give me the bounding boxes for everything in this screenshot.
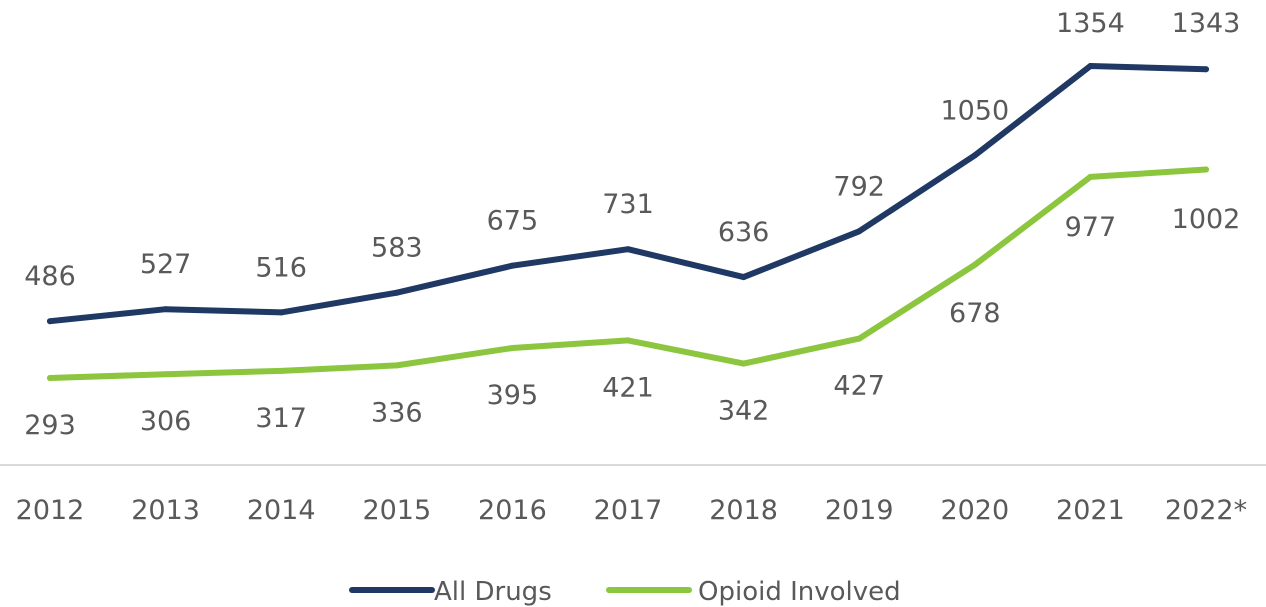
legend: All Drugs Opioid Involved [349,577,901,607]
data-label-opioid-involved-2014: 317 [255,403,307,434]
legend-label-all-drugs: All Drugs [434,577,552,607]
data-point-opioid-involved-2012 [47,375,53,381]
data-point-opioid-involved-2013 [162,371,169,378]
data-label-all-drugs-2019: 792 [833,171,885,202]
data-point-all-drugs-2021 [1087,63,1094,69]
data-point-all-drugs-2022 [1203,66,1209,73]
data-label-opioid-involved-2022: 1002 [1172,204,1241,235]
x-tick-label-2012: 2012 [16,495,85,526]
data-point-all-drugs-2016 [509,262,516,269]
data-label-opioid-involved-2012: 293 [24,410,76,441]
x-tick-label-2014: 2014 [247,495,316,526]
data-point-opioid-involved-2020 [971,261,978,268]
data-label-all-drugs-2021: 1354 [1056,8,1125,39]
data-point-opioid-involved-2018 [740,360,747,367]
data-label-layer: 486 527 516 583 675 731 636 792 1050 1354 1343 293 3… [24,8,1240,441]
data-label-opioid-involved-2015: 336 [371,397,423,428]
x-tick-layer: 2012 2013 2014 2015 2016 2017 2018 2019 2020 2021… [16,495,1247,526]
x-tick-label-2017: 2017 [594,495,663,526]
data-label-opioid-involved-2019: 427 [833,371,885,402]
legend-label-opioid-involved: Opioid Involved [698,577,901,607]
data-label-all-drugs-2022: 1343 [1172,8,1241,39]
x-tick-label-2022: 2022* [1165,495,1247,526]
series-layer [47,63,1209,381]
data-label-opioid-involved-2017: 421 [602,372,654,403]
data-point-opioid-involved-2015 [393,362,400,369]
data-label-all-drugs-2015: 583 [371,233,423,264]
data-point-all-drugs-2017 [625,246,631,253]
data-point-all-drugs-2015 [393,289,400,296]
data-label-all-drugs-2018: 636 [718,217,770,248]
x-tick-label-2015: 2015 [362,495,431,526]
x-tick-label-2018: 2018 [709,495,778,526]
data-point-opioid-involved-2019 [856,335,863,342]
data-label-opioid-involved-2016: 395 [487,380,539,411]
x-tick-label-2016: 2016 [478,495,547,526]
data-point-opioid-involved-2014 [278,367,285,374]
data-label-opioid-involved-2013: 306 [140,406,192,437]
data-point-all-drugs-2012 [47,318,53,325]
x-tick-label-2013: 2013 [131,495,200,526]
data-label-opioid-involved-2020: 678 [949,298,1001,329]
data-label-all-drugs-2012: 486 [24,261,76,292]
data-label-all-drugs-2017: 731 [602,189,654,220]
data-label-all-drugs-2020: 1050 [940,95,1009,126]
data-point-opioid-involved-2022 [1203,166,1209,173]
data-point-all-drugs-2019 [856,228,863,235]
data-label-opioid-involved-2018: 342 [718,396,770,427]
data-label-all-drugs-2016: 675 [487,206,539,237]
x-tick-label-2021: 2021 [1056,495,1125,526]
data-point-opioid-involved-2017 [625,337,631,344]
x-tick-label-2020: 2020 [940,495,1009,526]
x-tick-label-2019: 2019 [825,495,894,526]
data-label-all-drugs-2014: 516 [255,252,307,283]
data-point-opioid-involved-2016 [509,345,516,352]
data-point-all-drugs-2014 [278,309,285,316]
data-label-opioid-involved-2021: 977 [1065,212,1117,243]
data-point-all-drugs-2020 [971,152,978,159]
data-label-all-drugs-2013: 527 [140,249,192,280]
data-point-opioid-involved-2021 [1087,173,1094,180]
data-point-all-drugs-2013 [162,306,169,313]
data-point-all-drugs-2018 [740,274,747,281]
